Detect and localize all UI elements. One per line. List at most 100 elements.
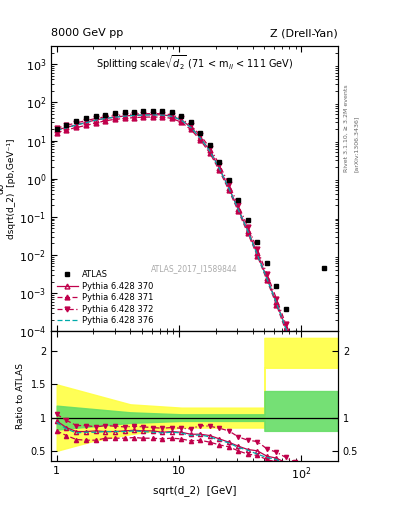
Pythia 6.428 370: [236, 206, 241, 212]
Pythia 6.428 371: [236, 208, 241, 215]
Pythia 6.428 376: [113, 114, 118, 120]
Pythia 6.428 372: [160, 111, 165, 117]
Y-axis label: Ratio to ATLAS: Ratio to ATLAS: [16, 363, 25, 429]
Pythia 6.428 370: [179, 117, 184, 123]
Pythia 6.428 370: [141, 112, 145, 118]
Pythia 6.428 370: [54, 127, 59, 133]
Pythia 6.428 370: [122, 113, 127, 119]
ATLAS: [208, 142, 212, 148]
Pythia 6.428 372: [94, 115, 98, 121]
ATLAS: [246, 217, 250, 223]
Pythia 6.428 370: [84, 119, 89, 125]
Pythia 6.428 371: [54, 130, 59, 136]
ATLAS: [113, 110, 118, 116]
Pythia 6.428 376: [274, 300, 279, 306]
ATLAS: [160, 108, 165, 114]
Pythia 6.428 370: [198, 135, 202, 141]
Pythia 6.428 372: [54, 125, 59, 131]
ATLAS: [236, 197, 241, 203]
Pythia 6.428 371: [84, 122, 89, 129]
ATLAS: [226, 177, 231, 183]
ATLAS: [188, 119, 193, 125]
Pythia 6.428 371: [132, 115, 136, 121]
Pythia 6.428 370: [208, 147, 212, 154]
ATLAS: [122, 109, 127, 115]
Pythia 6.428 370: [160, 112, 165, 118]
ATLAS: [283, 306, 288, 312]
Pythia 6.428 372: [274, 295, 279, 302]
Pythia 6.428 372: [293, 348, 298, 354]
Pythia 6.428 372: [179, 115, 184, 121]
Pythia 6.428 371: [198, 137, 202, 143]
Text: Splitting scale$\sqrt{d_2}$ (71 < m$_{ll}$ < 111 GeV): Splitting scale$\sqrt{d_2}$ (71 < m$_{ll…: [96, 53, 293, 72]
Text: ATLAS_2017_I1589844: ATLAS_2017_I1589844: [151, 264, 238, 273]
Pythia 6.428 376: [84, 119, 89, 125]
Pythia 6.428 372: [255, 246, 260, 252]
Pythia 6.428 371: [74, 124, 79, 131]
Pythia 6.428 371: [246, 230, 250, 237]
Pythia 6.428 376: [198, 135, 202, 141]
Pythia 6.428 372: [113, 113, 118, 119]
Pythia 6.428 372: [188, 122, 193, 129]
Pythia 6.428 370: [293, 352, 298, 358]
Legend: ATLAS, Pythia 6.428 370, Pythia 6.428 371, Pythia 6.428 372, Pythia 6.428 376: ATLAS, Pythia 6.428 370, Pythia 6.428 37…: [55, 269, 155, 327]
ATLAS: [322, 265, 327, 271]
Pythia 6.428 376: [255, 252, 260, 258]
Pythia 6.428 372: [122, 112, 127, 118]
ATLAS: [264, 260, 269, 266]
Text: [arXiv:1306.3436]: [arXiv:1306.3436]: [354, 115, 359, 172]
Pythia 6.428 371: [208, 150, 212, 156]
Pythia 6.428 372: [84, 117, 89, 123]
Pythia 6.428 370: [246, 228, 250, 234]
Text: Z (Drell-Yan): Z (Drell-Yan): [270, 28, 338, 38]
Pythia 6.428 376: [217, 165, 222, 172]
Pythia 6.428 376: [94, 117, 98, 123]
Pythia 6.428 371: [141, 114, 145, 120]
Pythia 6.428 376: [226, 185, 231, 191]
Pythia 6.428 371: [64, 127, 69, 133]
Pythia 6.428 370: [274, 299, 279, 305]
Pythia 6.428 372: [236, 202, 241, 208]
Line: Pythia 6.428 372: Pythia 6.428 372: [54, 111, 298, 354]
Pythia 6.428 372: [132, 111, 136, 117]
Pythia 6.428 372: [169, 112, 174, 118]
Text: 8000 GeV pp: 8000 GeV pp: [51, 28, 123, 38]
Pythia 6.428 376: [188, 124, 193, 131]
Pythia 6.428 372: [246, 224, 250, 230]
ATLAS: [151, 108, 155, 114]
Pythia 6.428 376: [103, 115, 108, 121]
Pythia 6.428 372: [103, 114, 108, 120]
ATLAS: [293, 330, 298, 336]
ATLAS: [255, 239, 260, 245]
Line: Pythia 6.428 376: Pythia 6.428 376: [57, 115, 296, 355]
Pythia 6.428 376: [208, 148, 212, 154]
Pythia 6.428 371: [264, 277, 269, 283]
Pythia 6.428 376: [122, 113, 127, 119]
Pythia 6.428 376: [236, 206, 241, 212]
Pythia 6.428 372: [264, 271, 269, 277]
Pythia 6.428 370: [132, 112, 136, 118]
Line: ATLAS: ATLAS: [54, 109, 327, 385]
Pythia 6.428 376: [179, 117, 184, 123]
Pythia 6.428 371: [122, 115, 127, 121]
Pythia 6.428 371: [188, 126, 193, 133]
Pythia 6.428 376: [132, 112, 136, 118]
Pythia 6.428 376: [141, 112, 145, 118]
Pythia 6.428 376: [264, 275, 269, 282]
Text: Rivet 3.1.10, ≥ 3.2M events: Rivet 3.1.10, ≥ 3.2M events: [344, 84, 349, 172]
ATLAS: [74, 118, 79, 124]
Pythia 6.428 370: [64, 124, 69, 131]
Pythia 6.428 370: [264, 275, 269, 281]
Pythia 6.428 371: [103, 118, 108, 124]
Pythia 6.428 371: [226, 187, 231, 193]
Pythia 6.428 370: [103, 115, 108, 121]
ATLAS: [217, 159, 222, 165]
Pythia 6.428 371: [255, 253, 260, 259]
Pythia 6.428 370: [283, 325, 288, 331]
ATLAS: [84, 115, 89, 121]
Pythia 6.428 372: [208, 144, 212, 151]
Pythia 6.428 372: [283, 322, 288, 328]
ATLAS: [303, 355, 307, 361]
ATLAS: [54, 126, 59, 132]
Pythia 6.428 370: [217, 165, 222, 171]
